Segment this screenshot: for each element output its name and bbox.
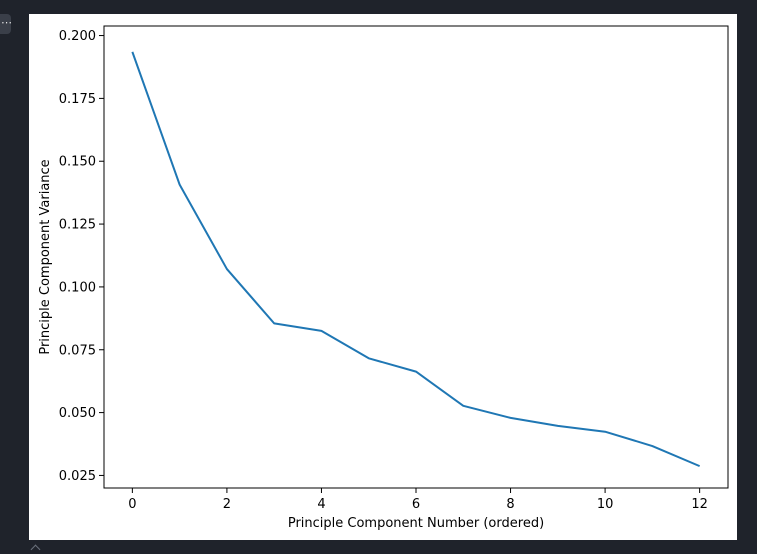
x-axis-label: Principle Component Number (ordered) [288, 516, 544, 531]
y-tick-label: 0.125 [59, 218, 96, 233]
x-tick-label: 8 [506, 497, 514, 512]
x-tick-label: 0 [128, 497, 136, 512]
series-line [131, 51, 701, 468]
plot-area [103, 25, 729, 489]
y-tick-label: 0.025 [59, 469, 96, 484]
resize-corner-icon [30, 544, 41, 554]
y-tick-label: 0.050 [59, 406, 96, 421]
y-tick-label: 0.175 [59, 92, 96, 107]
more-options-button[interactable]: ⋯ [0, 14, 12, 34]
y-tick-label: 0.200 [59, 29, 96, 44]
y-axis-label: Principle Component Variance [38, 159, 53, 354]
pca-variance-line-chart: 0 2 4 6 8 10 12 0.025 0.050 0.075 0.100 0.125 0.150… [38, 25, 729, 531]
series-group [131, 51, 701, 468]
x-tick-label: 10 [597, 497, 614, 512]
x-tick-label: 12 [691, 497, 708, 512]
y-tick-label: 0.100 [59, 280, 96, 295]
x-tick-label: 2 [223, 497, 231, 512]
y-tick-label: 0.075 [59, 343, 96, 358]
x-axis-ticks: 0 2 4 6 8 10 12 [128, 488, 708, 512]
x-tick-label: 6 [412, 497, 420, 512]
y-axis-ticks: 0.025 0.050 0.075 0.100 0.125 0.150 0.175 0.200 [59, 29, 104, 484]
x-tick-label: 4 [317, 497, 325, 512]
figure-panel: 0 2 4 6 8 10 12 0.025 0.050 0.075 0.100 0.125 0.150… [29, 14, 737, 540]
y-tick-label: 0.150 [59, 155, 96, 170]
